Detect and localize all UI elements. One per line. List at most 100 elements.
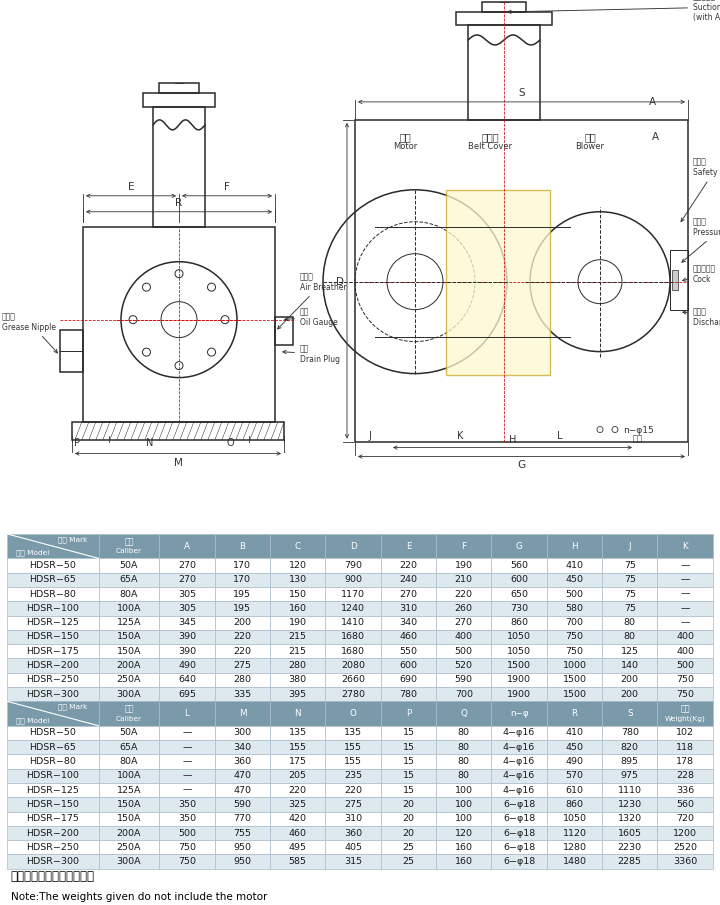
Text: 1900: 1900 [507, 675, 531, 684]
Text: 100A: 100A [117, 771, 141, 780]
Bar [159, 701, 215, 726]
Text: 15: 15 [402, 743, 415, 752]
Text: 6−φ18: 6−φ18 [503, 814, 535, 824]
Bar [546, 558, 602, 573]
Text: 排气体
Air Breather: 排气体 Air Breather [278, 272, 346, 329]
Bar [215, 630, 270, 644]
Text: 15: 15 [402, 729, 415, 738]
Bar [325, 854, 381, 869]
Bar [436, 812, 492, 826]
Bar [99, 840, 159, 854]
Bar [215, 840, 270, 854]
Bar [546, 768, 602, 783]
Bar [492, 587, 546, 601]
Text: 200: 200 [233, 618, 251, 627]
Text: 450: 450 [565, 576, 583, 585]
Text: 200A: 200A [117, 662, 141, 670]
Text: 190: 190 [455, 561, 473, 570]
Bar [7, 644, 99, 659]
Text: 80: 80 [458, 771, 469, 780]
Text: —: — [182, 729, 192, 738]
Text: O: O [350, 709, 356, 718]
Text: 80A: 80A [120, 589, 138, 598]
Text: 500: 500 [676, 662, 694, 670]
Bar [270, 812, 325, 826]
Text: 安全阀
Safety Valve: 安全阀 Safety Valve [681, 157, 720, 222]
Bar [159, 630, 215, 644]
Bar [99, 630, 159, 644]
Text: 50A: 50A [120, 729, 138, 738]
Bar [436, 701, 492, 726]
Text: 750: 750 [676, 690, 694, 699]
Text: 150: 150 [289, 589, 307, 598]
Bar [602, 797, 657, 812]
Text: HDSR−200: HDSR−200 [27, 662, 79, 670]
Text: 720: 720 [676, 814, 694, 824]
Text: Q: Q [460, 709, 467, 718]
Text: 550: 550 [400, 647, 418, 656]
Bar [159, 812, 215, 826]
Bar [670, 250, 688, 310]
Text: 2230: 2230 [618, 843, 642, 852]
Bar [492, 768, 546, 783]
Bar [215, 659, 270, 672]
Text: C: C [294, 541, 301, 550]
Text: HDSR−300: HDSR−300 [27, 690, 79, 699]
Bar [657, 630, 713, 644]
Text: Caliber: Caliber [116, 548, 142, 555]
Text: 315: 315 [344, 857, 362, 866]
Bar [270, 672, 325, 687]
Bar [325, 812, 381, 826]
Text: 280: 280 [289, 662, 307, 670]
Text: —: — [680, 561, 690, 570]
Text: P: P [406, 709, 411, 718]
Bar [215, 701, 270, 726]
Bar [99, 768, 159, 783]
Text: 1280: 1280 [562, 843, 587, 852]
Bar [381, 534, 436, 558]
Text: 310: 310 [400, 604, 418, 613]
Text: E: E [127, 182, 134, 192]
Bar [657, 687, 713, 701]
Bar [270, 755, 325, 768]
Bar [436, 740, 492, 755]
Text: 210: 210 [455, 576, 473, 585]
Text: HDSR−250: HDSR−250 [27, 675, 79, 684]
Bar [492, 740, 546, 755]
Bar [270, 601, 325, 615]
Text: 1320: 1320 [618, 814, 642, 824]
Text: S: S [518, 88, 525, 98]
Text: 150A: 150A [117, 647, 141, 656]
Bar [99, 615, 159, 630]
Text: 150A: 150A [117, 800, 141, 809]
Bar [325, 687, 381, 701]
Text: 420: 420 [289, 814, 307, 824]
Text: 310: 310 [344, 814, 362, 824]
Text: 270: 270 [178, 561, 196, 570]
Text: 1605: 1605 [618, 829, 642, 837]
Bar [159, 659, 215, 672]
Text: 585: 585 [289, 857, 307, 866]
Text: HDSR−125: HDSR−125 [27, 786, 79, 795]
Text: HDSR−100: HDSR−100 [27, 771, 79, 780]
Text: 195: 195 [233, 589, 251, 598]
Text: 470: 470 [233, 771, 251, 780]
Text: 780: 780 [621, 729, 639, 738]
Bar [546, 630, 602, 644]
Text: 170: 170 [233, 561, 251, 570]
Bar [657, 740, 713, 755]
Text: HDSR−250: HDSR−250 [27, 843, 79, 852]
Text: 4−φ16: 4−φ16 [503, 743, 535, 752]
Bar [215, 672, 270, 687]
Bar [546, 587, 602, 601]
Bar [602, 854, 657, 869]
Bar [159, 615, 215, 630]
Text: 200: 200 [621, 675, 639, 684]
Text: 336: 336 [676, 786, 694, 795]
Bar [159, 854, 215, 869]
Text: 305: 305 [178, 589, 196, 598]
Text: HDSR−150: HDSR−150 [27, 633, 79, 642]
Text: 65A: 65A [120, 743, 138, 752]
Bar [381, 797, 436, 812]
Bar [270, 840, 325, 854]
